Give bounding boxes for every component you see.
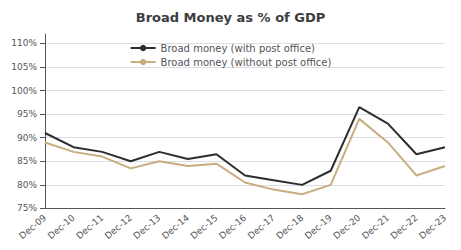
svg-text:75%: 75%: [17, 203, 37, 213]
svg-text:110%: 110%: [11, 38, 37, 48]
svg-text:85%: 85%: [17, 156, 37, 166]
svg-text:90%: 90%: [17, 133, 37, 143]
svg-text:Dec-21: Dec-21: [360, 213, 391, 241]
svg-text:Dec-13: Dec-13: [131, 213, 162, 241]
svg-text:100%: 100%: [11, 86, 37, 96]
svg-text:Dec-14: Dec-14: [160, 212, 191, 240]
svg-text:Dec-16: Dec-16: [217, 212, 248, 240]
svg-text:Dec-19: Dec-19: [303, 212, 334, 240]
svg-text:Dec-23: Dec-23: [417, 213, 448, 241]
svg-text:Dec-17: Dec-17: [246, 213, 277, 241]
svg-text:Dec-20: Dec-20: [331, 212, 362, 240]
svg-text:Dec-12: Dec-12: [103, 213, 134, 241]
svg-text:Dec-09: Dec-09: [17, 212, 48, 240]
svg-text:Broad money (with post office): Broad money (with post office): [161, 43, 315, 54]
svg-text:105%: 105%: [11, 62, 37, 72]
svg-text:80%: 80%: [17, 180, 37, 190]
svg-text:95%: 95%: [17, 109, 37, 119]
svg-text:Broad money (without post offi: Broad money (without post office): [161, 57, 332, 68]
svg-text:Dec-11: Dec-11: [74, 213, 105, 241]
svg-text:Dec-22: Dec-22: [389, 213, 420, 241]
svg-text:Broad Money as % of GDP: Broad Money as % of GDP: [136, 10, 325, 25]
svg-text:Dec-15: Dec-15: [189, 213, 220, 241]
svg-text:Dec-18: Dec-18: [274, 212, 305, 240]
svg-text:Dec-10: Dec-10: [46, 212, 77, 240]
